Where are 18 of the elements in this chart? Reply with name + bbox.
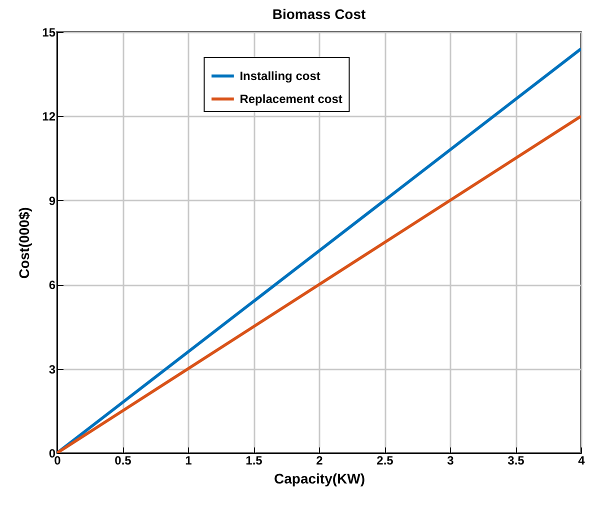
x-tick-label: 2 xyxy=(316,454,324,468)
x-tick-label: 0.5 xyxy=(114,454,132,468)
chart-title: Biomass Cost xyxy=(272,6,366,22)
legend-label: Installing cost xyxy=(240,69,320,83)
x-tick-label: 3 xyxy=(447,454,454,468)
legend-label: Replacement cost xyxy=(240,92,342,106)
x-tick-label: 1 xyxy=(185,454,192,468)
x-tick-label: 1.5 xyxy=(246,454,263,468)
y-tick-label: 12 xyxy=(42,110,56,124)
y-tick-label: 3 xyxy=(48,362,56,376)
y-tick-label: 6 xyxy=(48,278,56,292)
x-tick-label: 4 xyxy=(578,454,586,468)
x-tick-label: 2.5 xyxy=(376,454,394,468)
y-tick-label: 9 xyxy=(48,194,56,208)
x-axis-title: Capacity(KW) xyxy=(274,470,366,486)
y-tick-label: 15 xyxy=(42,26,56,40)
y-axis-title: Cost(000$) xyxy=(16,207,32,279)
x-tick-label: 3.5 xyxy=(508,454,525,468)
